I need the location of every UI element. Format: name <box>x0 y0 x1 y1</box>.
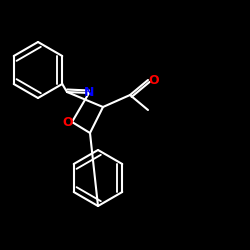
Text: O: O <box>149 74 159 86</box>
Text: O: O <box>63 116 73 128</box>
Text: N: N <box>84 86 94 100</box>
